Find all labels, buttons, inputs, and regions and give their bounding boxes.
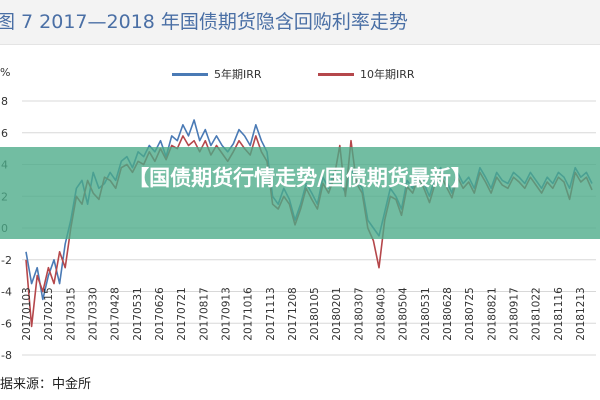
x-tick-label: 20170531 (132, 287, 144, 340)
x-tick-label: 20170626 (154, 287, 166, 341)
x-tick-label: 20181116 (553, 287, 565, 341)
x-tick-label: 20171113 (265, 287, 277, 340)
x-tick-label: 20180105 (309, 287, 321, 340)
x-tick-label: 20170817 (198, 287, 210, 340)
legend-item-5y: 5年期IRR (172, 66, 262, 82)
legend-label-5y: 5年期IRR (214, 68, 262, 81)
y-tick-label: -4 (1, 286, 12, 299)
x-tick-label: 20180725 (464, 287, 476, 340)
x-tick-label: 20171016 (243, 287, 255, 341)
legend-item-10y: 10年期IRR (318, 66, 415, 82)
figure-title: 图 7 2017—2018 年国债期货隐含回购利率走势 (0, 0, 600, 45)
x-tick-label: 20181022 (531, 287, 543, 340)
x-tick-label: 20170315 (65, 287, 77, 340)
source-note: 据来源：中金所 (0, 377, 92, 392)
y-tick-label: -8 (1, 349, 12, 362)
x-tick-label: 20180628 (442, 287, 454, 340)
x-tick-label: 20170721 (176, 287, 188, 340)
headline-banner: 【国债期货行情走势/国债期货最新】 (0, 147, 600, 239)
headline-text: 【国债期货行情走势/国债期货最新】 (128, 166, 472, 190)
x-tick-label: 20170330 (88, 287, 100, 340)
x-tick-label: 20170428 (110, 287, 122, 340)
x-tick-label: 20180201 (331, 287, 343, 340)
x-tick-label: 20170215 (43, 287, 55, 340)
x-tick-label: 20180307 (353, 287, 365, 340)
legend-label-10y: 10年期IRR (360, 68, 415, 81)
y-tick-label: -2 (1, 254, 12, 267)
x-tick-label: 20170913 (220, 287, 232, 340)
y-tick-label: -6 (1, 317, 12, 330)
x-tick-label: 20181213 (575, 287, 587, 340)
x-tick-label: 20180531 (420, 287, 432, 340)
x-tick-label: 20180403 (376, 287, 388, 340)
x-tick-label: 20180917 (509, 287, 521, 340)
legend-swatch-5y (172, 72, 208, 76)
x-tick-label: 20180504 (398, 287, 410, 341)
x-tick-label: 20170103 (21, 287, 33, 340)
y-tick-label: 6 (1, 127, 8, 140)
x-tick-label: 20171208 (287, 287, 299, 340)
y-axis-unit: % (0, 66, 11, 79)
x-tick-label: 20180821 (486, 287, 498, 340)
legend-swatch-10y (318, 72, 354, 76)
y-tick-label: 8 (1, 95, 8, 108)
